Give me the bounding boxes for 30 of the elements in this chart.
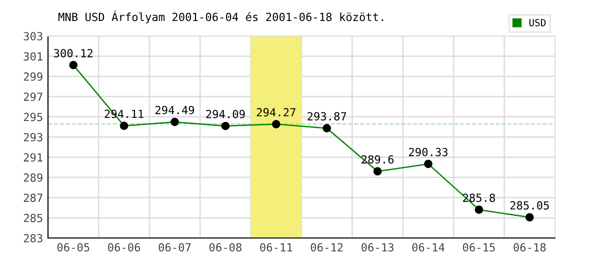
x-tick-label: 06-11 xyxy=(260,243,292,252)
x-tick-label: 06-15 xyxy=(462,243,495,252)
data-label: 294.27 xyxy=(256,108,296,116)
y-tick-label: 285 xyxy=(24,214,42,222)
y-tick-label: 291 xyxy=(24,153,42,162)
x-tick-label: 06-06 xyxy=(108,243,140,252)
x-tick-label: 06-14 xyxy=(412,243,444,252)
data-label: 294.09 xyxy=(206,110,245,118)
x-tick-label: 06-07 xyxy=(158,243,191,252)
y-tick-label: 293 xyxy=(24,133,42,142)
x-tick-label: 06-18 xyxy=(514,243,546,252)
x-tick-label: 06-12 xyxy=(310,243,343,252)
y-tick-label: 303 xyxy=(24,32,42,40)
y-tick-label: 297 xyxy=(24,92,42,102)
y-tick-label: 283 xyxy=(24,234,42,242)
y-tick-label: 295 xyxy=(24,112,42,122)
data-label: 294.49 xyxy=(156,106,194,114)
data-label: 300.12 xyxy=(54,48,92,58)
x-tick-label: 06-13 xyxy=(362,243,394,252)
y-tick-label: 299 xyxy=(24,72,42,81)
data-label: 290.33 xyxy=(409,148,448,156)
chart-title: MNB USD Árfolyam 2001-06-04 és 2001-06-18 között. xyxy=(58,10,384,24)
y-tick-label: 287 xyxy=(24,194,42,202)
y-tick-label: 289 xyxy=(24,173,42,182)
data-label: 285.05 xyxy=(510,201,549,210)
x-tick-label: 06-08 xyxy=(209,243,242,252)
x-tick-label: 06-05 xyxy=(57,243,90,252)
y-tick-label: 301 xyxy=(24,52,42,61)
legend-label: USD xyxy=(529,18,546,26)
data-label: 293.87 xyxy=(308,112,346,121)
